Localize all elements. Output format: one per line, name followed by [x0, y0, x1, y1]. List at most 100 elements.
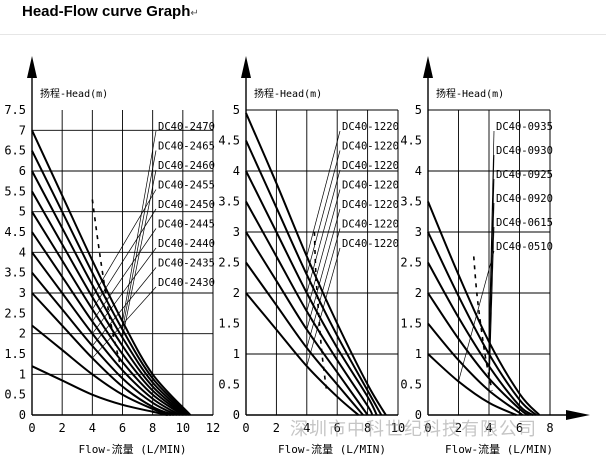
y-tick-label: 7.5 [4, 103, 26, 117]
x-tick-label: 4 [89, 421, 96, 435]
series-label: DC40-0930 [496, 145, 553, 157]
y-tick-label: 1.5 [400, 317, 422, 331]
y-tick-label: 4 [233, 164, 240, 178]
series-leader-line [458, 250, 495, 382]
x-tick-label: 0 [28, 421, 35, 435]
series-curve [245, 112, 387, 416]
y-tick-label: 4.5 [400, 134, 422, 148]
y-tick-label: 4.5 [218, 134, 240, 148]
return-mark-icon: ↵ [190, 8, 199, 19]
y-tick-label: 3.5 [4, 266, 26, 280]
series-curve [31, 324, 172, 416]
y-tick-label: 1 [415, 347, 422, 361]
series-curve [427, 201, 541, 416]
series-label: DC40-1220 [342, 180, 399, 192]
y-tick-label: 1 [19, 367, 26, 381]
x-tick-label: 2 [455, 421, 462, 435]
series-leader-line [92, 228, 157, 322]
y-tick-label: 5 [415, 103, 422, 117]
series-label: DC40-0510 [496, 241, 553, 253]
series-leader-line [306, 130, 341, 257]
series-leader-line [92, 189, 157, 298]
series-leader-line [122, 169, 157, 338]
series-leader-line [488, 130, 495, 342]
page-title-text: Head-Flow curve Graph [22, 3, 191, 20]
y-tick-label: 3.5 [400, 195, 422, 209]
dashed-boundary-curve [91, 199, 121, 363]
series-leader-line [306, 169, 341, 294]
y-tick-label: 3 [233, 225, 240, 239]
series-leader-line [306, 150, 341, 275]
y-axis-arrow-icon [423, 56, 433, 78]
y-tick-label: 0 [233, 408, 240, 422]
series-curve [31, 129, 192, 416]
series-leader-line [306, 208, 341, 330]
title-divider [0, 34, 606, 35]
series-curve [31, 231, 184, 416]
y-tick-label: 3 [19, 286, 26, 300]
series-label: DC40-0925 [496, 169, 553, 181]
series-label: DC40-0615 [496, 217, 553, 229]
chart-panel-1: 0 0.5 1 1.5 2 2.5 3 3.5 4 4.5 5 5.5 6 6.5 7 7.5 0 2 4 6 8 10 1… [4, 56, 220, 456]
series-label: DC40-2455 [158, 180, 215, 192]
series-label: DC40-2470 [158, 121, 215, 133]
y-tick-label: 2.5 [4, 306, 26, 320]
chart-panel-3: 0 0.5 1 1.5 2 2.5 3 3.5 4 4.5 5 0 2 4 6 8 扬程-Head(m) Flow… [400, 56, 590, 456]
y-tick-label: 7 [19, 123, 26, 137]
series-curve [427, 322, 524, 416]
series-label: DC40-2430 [158, 277, 215, 289]
series-curve [31, 272, 178, 416]
y-tick-label: 6 [19, 164, 26, 178]
x-axis-label: Flow-流量 (L/MIN) [78, 442, 186, 456]
y-tick-label: 4 [415, 164, 422, 178]
y-axis-label: 扬程-Head(m) [40, 87, 108, 100]
series-curve [427, 231, 537, 416]
series-leader-line [92, 208, 157, 310]
x-tick-label: 2 [59, 421, 66, 435]
y-tick-label: 1.5 [4, 347, 26, 361]
series-leader-line [92, 286, 157, 359]
x-tick-label: 12 [206, 421, 220, 435]
dashed-boundary-curve [472, 256, 493, 391]
y-tick-label: 2 [233, 286, 240, 300]
x-tick-label: 4 [303, 421, 310, 435]
series-curve [31, 150, 190, 416]
x-tick-label: 0 [424, 421, 431, 435]
series-label: DC40-1220 [342, 121, 399, 133]
y-tick-label: 2 [415, 286, 422, 300]
series-label: DC40-0920 [496, 193, 553, 205]
series-label: DC40-0935 [496, 121, 553, 133]
y-tick-label: 0.5 [4, 388, 26, 402]
series-label: DC40-2440 [158, 238, 215, 250]
series-label: DC40-1220 [342, 141, 399, 153]
chart-panel-2: 0 0.5 1 1.5 2 2.5 3 3.5 4 4.5 5 0 2 4 6 8 10 扬程-Head(m) Fl… [218, 56, 405, 456]
series-label: DC40-2435 [158, 258, 215, 270]
series-label: DC40-2445 [158, 219, 215, 231]
series-curve [427, 353, 517, 416]
y-tick-label: 2.5 [400, 256, 422, 270]
y-axis-label: 扬程-Head(m) [436, 87, 504, 100]
series-curve [31, 292, 175, 416]
y-tick-label: 2.5 [218, 256, 240, 270]
series-leader-line [488, 154, 495, 355]
x-tick-label: 10 [176, 421, 190, 435]
y-tick-label: 1.5 [218, 317, 240, 331]
x-axis-label: Flow-流量 (L/MIN) [278, 442, 386, 456]
y-axis-arrow-icon [241, 56, 251, 78]
y-tick-label: 2 [19, 327, 26, 341]
series-label: DC40-1220 [342, 199, 399, 211]
x-tick-label: 6 [119, 421, 126, 435]
x-tick-label: 2 [273, 421, 280, 435]
x-tick-label: 4 [485, 421, 492, 435]
series-leader-line [306, 228, 341, 348]
dashed-boundary-curve [313, 231, 328, 391]
y-tick-label: 0 [415, 408, 422, 422]
series-label: DC40-1220 [342, 219, 399, 231]
y-tick-label: 0.5 [400, 378, 422, 392]
series-curve [245, 201, 374, 416]
y-tick-label: 0 [19, 408, 26, 422]
series-label: DC40-2465 [158, 141, 215, 153]
y-tick-label: 1 [233, 347, 240, 361]
series-leader-line [488, 178, 495, 367]
series-curve [31, 365, 168, 416]
